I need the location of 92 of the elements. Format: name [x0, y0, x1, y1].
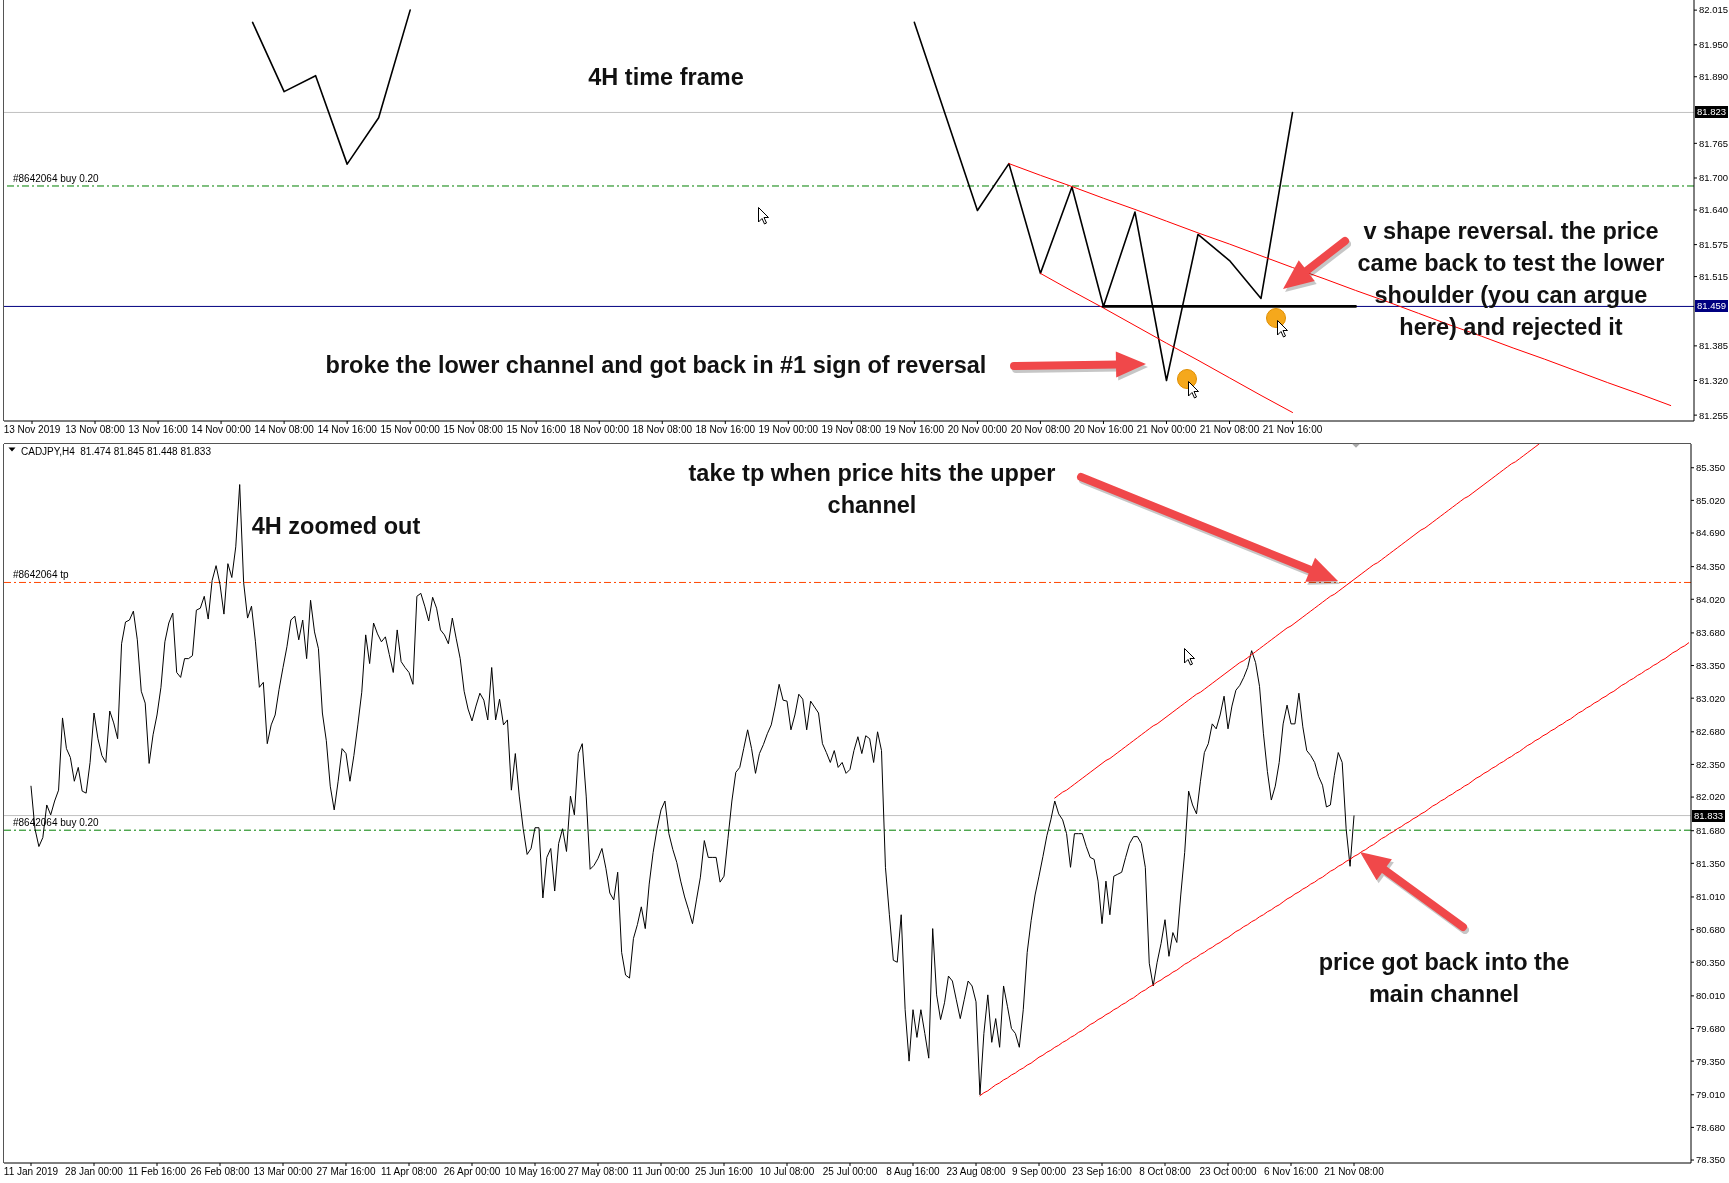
y-tick-label: 84.020	[1696, 593, 1726, 605]
x-tick-label: 20 Nov 16:00	[1073, 424, 1134, 435]
x-tick-label: 28 Jan 00:00	[65, 1166, 124, 1177]
x-tick-label: 20 Nov 08:00	[1010, 424, 1071, 435]
x-tick-label: 10 May 16:00	[504, 1166, 566, 1177]
y-tick-label: 83.020	[1696, 692, 1726, 704]
y-tick-label: 81.890	[1699, 71, 1729, 83]
x-tick-label: 15 Nov 08:00	[443, 424, 504, 435]
y-tick-label: 81.255	[1699, 409, 1729, 421]
y-tick-label: 82.350	[1696, 758, 1726, 770]
y-tick-label: 78.350	[1696, 1154, 1726, 1166]
annotation: price got back into the main channel	[1317, 948, 1571, 1009]
x-tick-label: 21 Nov 08:00	[1324, 1166, 1385, 1177]
x-tick-label: 18 Nov 08:00	[632, 424, 693, 435]
y-tick-label: 79.680	[1696, 1022, 1726, 1034]
y-tick-label: 81.575	[1699, 238, 1729, 250]
x-tick-label: 15 Nov 16:00	[506, 424, 567, 435]
x-tick-label: 23 Aug 08:00	[946, 1166, 1006, 1177]
y-tick-label: 84.350	[1696, 561, 1726, 573]
x-tick-label: 8 Aug 16:00	[886, 1166, 941, 1177]
x-tick-label: 20 Nov 00:00	[947, 424, 1008, 435]
x-tick-label: 21 Nov 08:00	[1199, 424, 1260, 435]
x-tick-label: 21 Nov 16:00	[1262, 424, 1323, 435]
x-tick-label: 23 Oct 00:00	[1199, 1166, 1258, 1177]
x-tick-label: 14 Nov 00:00	[191, 424, 252, 435]
ref-line-label: 81.833	[1692, 809, 1726, 822]
line-series	[1008, 163, 1672, 407]
x-tick-label: 13 Nov 16:00	[128, 424, 189, 435]
x-tick-label: 10 Jul 08:00	[759, 1166, 815, 1177]
y-tick-label: 81.010	[1696, 891, 1726, 903]
x-tick-label: 21 Nov 00:00	[1136, 424, 1197, 435]
x-tick-label: 26 Feb 08:00	[190, 1166, 250, 1177]
y-tick-label: 85.350	[1696, 462, 1726, 474]
x-tick-label: 27 May 08:00	[567, 1166, 629, 1177]
y-tick-label: 78.680	[1696, 1121, 1726, 1133]
x-tick-label: 26 Apr 00:00	[443, 1166, 501, 1177]
y-tick-label: 81.640	[1699, 204, 1729, 216]
x-tick-label: 18 Nov 00:00	[569, 424, 630, 435]
y-tick-label: 82.020	[1696, 791, 1726, 803]
y-tick-label: 81.320	[1699, 374, 1729, 386]
y-tick-label: 85.020	[1696, 494, 1726, 506]
x-tick-label: 19 Nov 08:00	[821, 424, 882, 435]
y-tick-label: 81.350	[1696, 857, 1726, 869]
x-tick-label: 13 Nov 2019	[3, 424, 61, 435]
text: 4H zoomed out	[251, 512, 421, 540]
y-tick-label: 80.680	[1696, 923, 1726, 935]
annotation: broke the lower channel and got back in #1 sign of reversal	[325, 351, 987, 380]
x-tick-label: 25 Jun 16:00	[695, 1166, 754, 1177]
x-tick-label: 13 Mar 00:00	[253, 1166, 313, 1177]
x-tick-label: 8 Oct 08:00	[1139, 1166, 1192, 1177]
line-series	[1054, 444, 1540, 799]
x-tick-label: 11 Apr 08:00	[381, 1166, 438, 1177]
x-tick-label: 11 Jun 00:00	[632, 1166, 690, 1177]
x-tick-label: 25 Jul 00:00	[822, 1166, 878, 1177]
y-tick-label: 83.350	[1696, 659, 1726, 671]
y-tick-label: 80.010	[1696, 990, 1726, 1002]
x-tick-label: 19 Nov 00:00	[758, 424, 819, 435]
y-tick-label: 81.515	[1699, 270, 1729, 282]
y-tick-label: 79.350	[1696, 1055, 1726, 1067]
line-series	[979, 642, 1690, 1097]
annotation: take tp when price hits the upper channel	[687, 459, 1057, 520]
y-tick-label: 83.680	[1696, 627, 1726, 639]
y-tick-label: 81.385	[1699, 340, 1729, 352]
y-tick-label: 81.680	[1696, 825, 1726, 837]
x-tick-label: 27 Mar 16:00	[316, 1166, 376, 1177]
y-tick-label: 81.700	[1699, 172, 1729, 184]
text: 4H time frame	[588, 63, 744, 91]
x-tick-label: 15 Nov 00:00	[380, 424, 441, 435]
ref-line-label: #8642064 tp	[13, 569, 69, 582]
line-series	[1039, 272, 1294, 413]
x-tick-label: 13 Nov 08:00	[65, 424, 126, 435]
y-tick-label: 81.950	[1699, 39, 1729, 51]
ref-line-label: #8642064 buy 0.20	[13, 172, 99, 185]
chart-subtitle: CADJPY,H4 81.474 81.845 81.448 81.833	[21, 445, 211, 457]
x-tick-label: 14 Nov 16:00	[317, 424, 378, 435]
x-tick-label: 9 Sep 00:00	[1012, 1166, 1067, 1177]
x-tick-label: 6 Nov 16:00	[1264, 1166, 1319, 1177]
x-tick-label: 11 Jan 2019	[3, 1166, 59, 1177]
y-tick-label: 82.680	[1696, 726, 1726, 738]
x-tick-label: 18 Nov 16:00	[695, 424, 756, 435]
annotation: v shape reversal. the price came back to test the lower shoulder (you can argue here) and rejected it	[1356, 217, 1666, 342]
y-tick-label: 79.010	[1696, 1089, 1726, 1101]
ref-line-label: 81.459	[1695, 300, 1729, 313]
y-tick-label: 84.690	[1696, 527, 1726, 539]
x-tick-label: 23 Sep 16:00	[1072, 1166, 1133, 1177]
y-tick-label: 82.015	[1699, 4, 1729, 16]
ref-line-label: 81.823	[1695, 106, 1729, 119]
y-tick-label: 81.765	[1699, 137, 1729, 149]
x-tick-label: 11 Feb 16:00	[127, 1166, 187, 1177]
x-tick-label: 19 Nov 16:00	[884, 424, 945, 435]
x-tick-label: 14 Nov 08:00	[254, 424, 315, 435]
y-tick-label: 80.350	[1696, 956, 1726, 968]
